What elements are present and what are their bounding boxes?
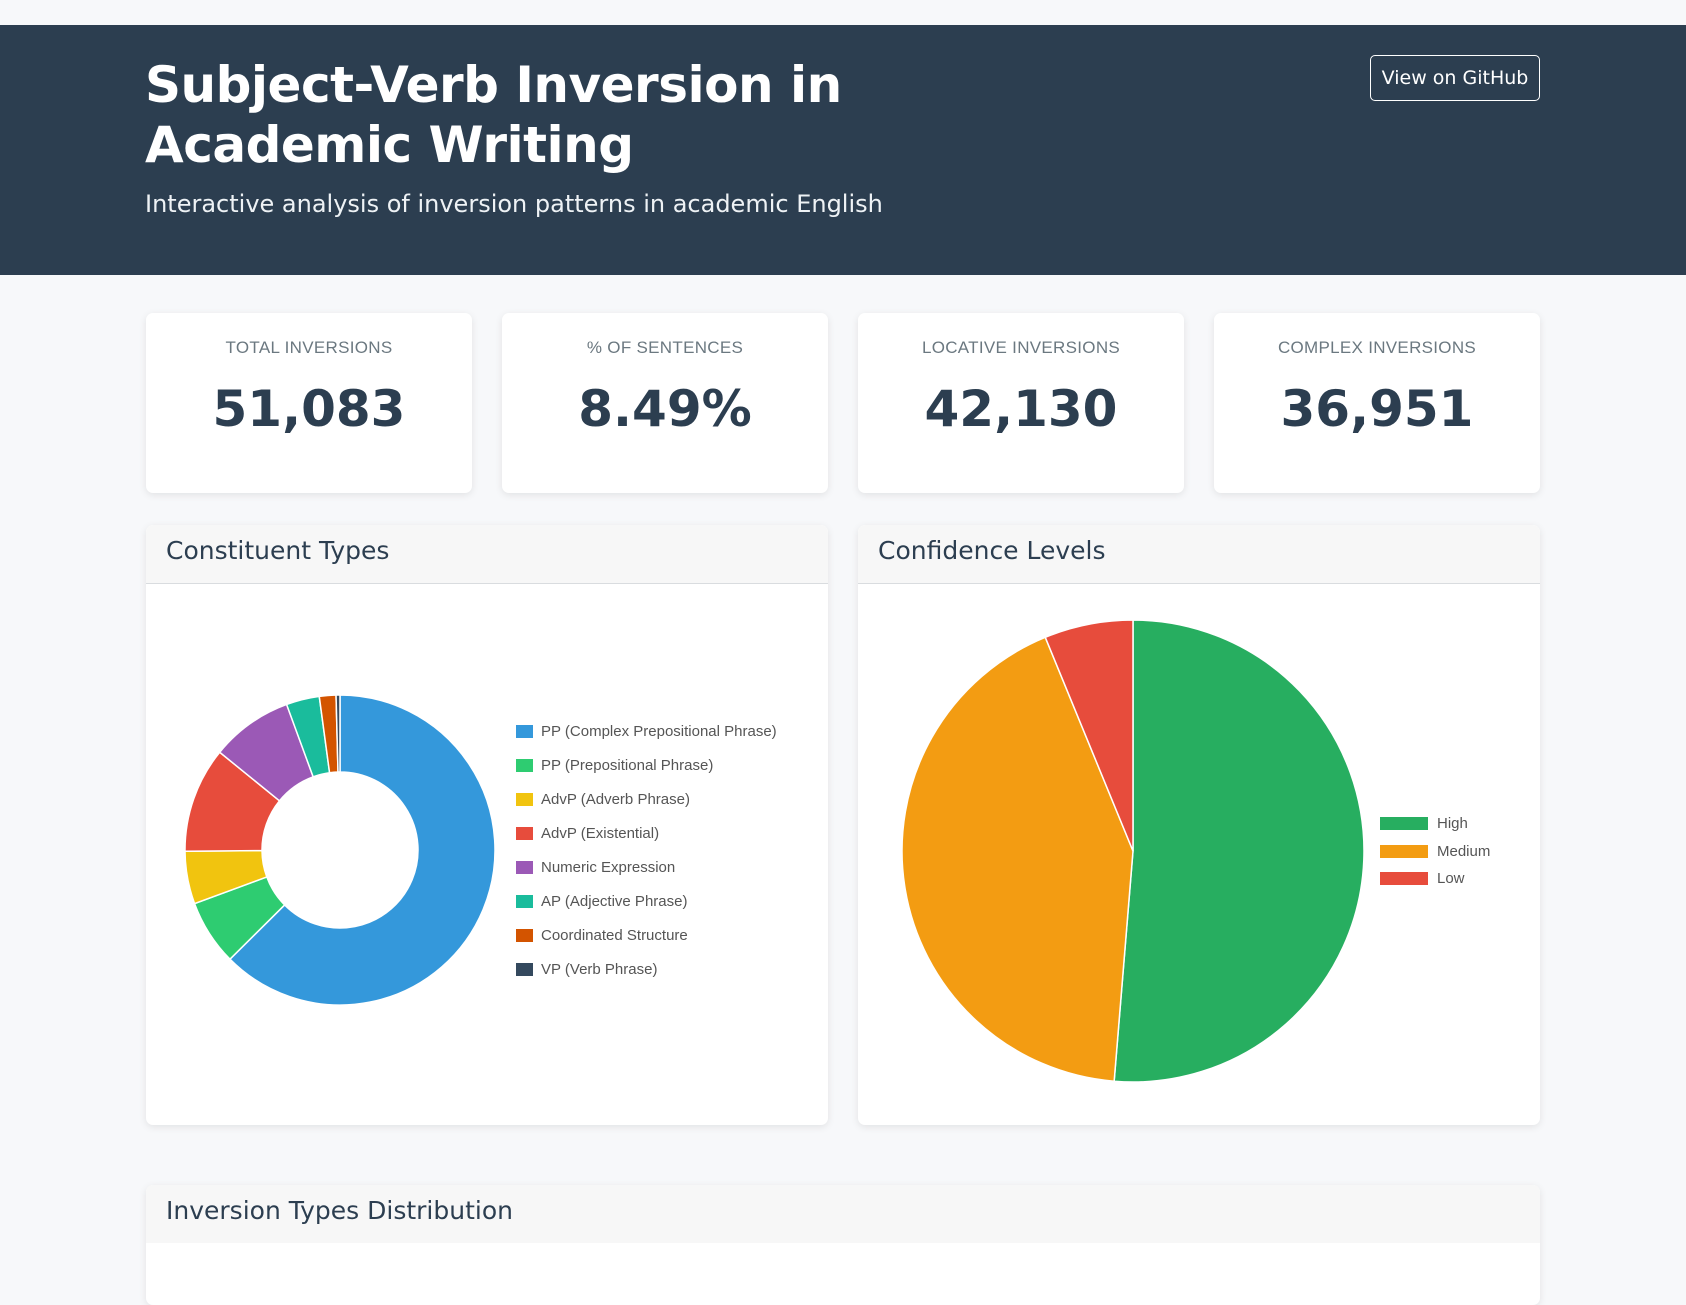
legend-label: AdvP (Existential) bbox=[541, 825, 660, 842]
legend-swatch bbox=[516, 895, 533, 908]
confidence-levels-chart bbox=[901, 619, 1365, 1083]
page-title: Subject-Verb Inversion in Academic Writi… bbox=[145, 56, 842, 174]
slice-low[interactable] bbox=[1044, 619, 1134, 852]
panel-header: Inversion Types Distribution bbox=[146, 1185, 1540, 1243]
legend-swatch bbox=[516, 759, 533, 772]
legend-swatch bbox=[516, 725, 533, 738]
legend-label: AP (Adjective Phrase) bbox=[541, 893, 688, 910]
legend-swatch bbox=[1380, 817, 1428, 830]
panel-title: Constituent Types bbox=[166, 536, 390, 565]
legend-label: AdvP (Adverb Phrase) bbox=[541, 791, 690, 808]
legend-label: Low bbox=[1437, 870, 1465, 887]
constituent-types-chart bbox=[184, 694, 496, 1006]
panel-header: Confidence Levels bbox=[858, 525, 1540, 584]
inversion-types-panel: Inversion Types Distribution bbox=[146, 1185, 1540, 1305]
stat-label: LOCATIVE INVERSIONS bbox=[921, 338, 1121, 357]
stat-card-percent-of-sentences: % OF SENTENCES 8.49% bbox=[502, 313, 828, 493]
legend-swatch bbox=[516, 827, 533, 840]
stat-card-total-inversions: TOTAL INVERSIONS 51,083 bbox=[146, 313, 472, 493]
legend-label: PP (Complex Prepositional Phrase) bbox=[541, 723, 777, 740]
slice-pp-complex-prepositional-phrase[interactable] bbox=[228, 694, 496, 1006]
legend-swatch bbox=[516, 929, 533, 942]
stat-value: 8.49% bbox=[578, 380, 752, 438]
stat-value: 36,951 bbox=[1280, 380, 1474, 438]
stat-value: 42,130 bbox=[924, 380, 1118, 438]
legend-label: Coordinated Structure bbox=[541, 927, 688, 944]
legend-swatch bbox=[516, 793, 533, 806]
confidence-levels-panel: Confidence Levels High Medium Low bbox=[858, 525, 1540, 1125]
view-on-github-button[interactable]: View on GitHub bbox=[1370, 55, 1540, 101]
stat-label: TOTAL INVERSIONS bbox=[225, 338, 393, 357]
legend-label: Medium bbox=[1437, 842, 1491, 860]
stat-value: 51,083 bbox=[212, 380, 406, 438]
slice-medium[interactable] bbox=[901, 636, 1134, 1083]
page-subtitle: Interactive analysis of inversion patter… bbox=[145, 190, 883, 218]
legend-swatch bbox=[1380, 872, 1428, 885]
panel-header: Constituent Types bbox=[146, 525, 828, 584]
legend-label: Numeric Expression bbox=[541, 859, 676, 876]
legend-swatch bbox=[1380, 844, 1428, 858]
slice-high[interactable] bbox=[1113, 619, 1365, 1083]
panel-title: Inversion Types Distribution bbox=[166, 1196, 513, 1225]
page-header: Subject-Verb Inversion in Academic Writi… bbox=[0, 25, 1686, 275]
stat-card-complex-inversions: COMPLEX INVERSIONS 36,951 bbox=[1214, 313, 1540, 493]
stat-label: % OF SENTENCES bbox=[586, 338, 744, 357]
stat-card-locative-inversions: LOCATIVE INVERSIONS 42,130 bbox=[858, 313, 1184, 493]
legend-swatch bbox=[516, 861, 533, 874]
stat-label: COMPLEX INVERSIONS bbox=[1277, 338, 1477, 357]
legend-swatch bbox=[516, 963, 533, 976]
legend-label: High bbox=[1437, 815, 1468, 832]
slice-vp-verb-phrase[interactable] bbox=[335, 694, 341, 773]
legend-label: VP (Verb Phrase) bbox=[541, 961, 658, 978]
panel-title: Confidence Levels bbox=[878, 536, 1106, 565]
constituent-types-panel: Constituent Types PP (Complex Prepositio… bbox=[146, 525, 828, 1125]
legend-label: PP (Prepositional Phrase) bbox=[541, 757, 714, 774]
